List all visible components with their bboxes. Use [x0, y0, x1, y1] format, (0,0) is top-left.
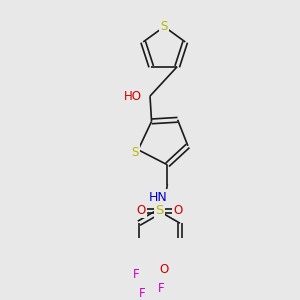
- Text: F: F: [139, 287, 146, 300]
- Text: HO: HO: [124, 90, 142, 103]
- Text: O: O: [160, 263, 169, 276]
- Text: S: S: [160, 20, 168, 33]
- Text: O: O: [174, 204, 183, 217]
- Text: S: S: [155, 204, 164, 217]
- Text: HN: HN: [148, 191, 167, 204]
- Text: F: F: [133, 268, 139, 281]
- Text: F: F: [158, 282, 164, 295]
- Text: O: O: [136, 204, 145, 217]
- Text: S: S: [131, 146, 139, 159]
